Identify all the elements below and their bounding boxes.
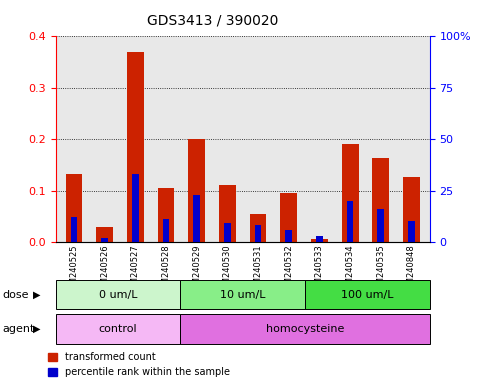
Bar: [127, 52, 144, 242]
Bar: [347, 201, 354, 242]
Bar: [311, 239, 328, 242]
Bar: [316, 236, 323, 242]
Bar: [157, 188, 174, 242]
Bar: [132, 174, 139, 242]
Text: GSM240533: GSM240533: [315, 244, 324, 295]
Bar: [341, 144, 358, 242]
Bar: [224, 223, 231, 242]
Bar: [285, 230, 292, 242]
Bar: [66, 174, 83, 242]
Text: GSM240528: GSM240528: [161, 244, 170, 295]
Bar: [96, 227, 113, 242]
Bar: [193, 195, 200, 242]
Text: agent: agent: [2, 324, 35, 334]
Text: GSM240534: GSM240534: [346, 244, 355, 295]
Text: GSM240530: GSM240530: [223, 244, 232, 295]
Bar: [372, 158, 389, 242]
Text: GSM240529: GSM240529: [192, 244, 201, 295]
Text: GDS3413 / 390020: GDS3413 / 390020: [147, 13, 278, 27]
Bar: [403, 177, 420, 242]
Bar: [219, 185, 236, 242]
Bar: [188, 139, 205, 242]
Text: 100 um/L: 100 um/L: [341, 290, 394, 300]
Bar: [101, 238, 108, 242]
Text: dose: dose: [2, 290, 29, 300]
Text: GSM240526: GSM240526: [100, 244, 109, 295]
Text: GSM240848: GSM240848: [407, 244, 416, 295]
Text: ▶: ▶: [33, 290, 41, 300]
Bar: [255, 225, 261, 242]
Bar: [408, 222, 415, 242]
Text: ▶: ▶: [33, 324, 41, 334]
Text: GSM240525: GSM240525: [70, 244, 78, 295]
Bar: [163, 219, 170, 242]
Bar: [280, 193, 297, 242]
Legend: transformed count, percentile rank within the sample: transformed count, percentile rank withi…: [48, 353, 230, 377]
Bar: [250, 214, 267, 242]
Bar: [377, 209, 384, 242]
Text: GSM240527: GSM240527: [131, 244, 140, 295]
Text: GSM240531: GSM240531: [254, 244, 263, 295]
Text: homocysteine: homocysteine: [266, 324, 344, 334]
Text: 0 um/L: 0 um/L: [99, 290, 137, 300]
Text: 10 um/L: 10 um/L: [220, 290, 266, 300]
Bar: [71, 217, 77, 242]
Text: GSM240535: GSM240535: [376, 244, 385, 295]
Text: control: control: [99, 324, 137, 334]
Text: GSM240532: GSM240532: [284, 244, 293, 295]
